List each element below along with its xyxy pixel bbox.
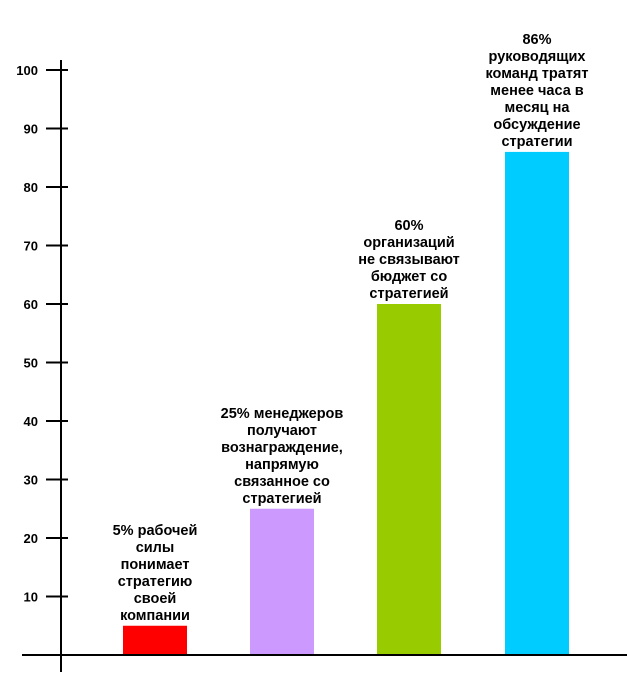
y-tick-label: 60 [24,297,38,312]
y-axis-ticks: 10 20 30 40 50 60 70 80 90 100 [16,63,68,605]
bar-annotation-line: руководящих [489,49,586,65]
bar-annotation-line: стратегию [118,574,193,590]
bar-annotation-line: 60% [394,218,423,234]
bar-annotation-line: 86% [522,32,551,48]
bar-annotation-line: команд тратят [485,66,588,82]
y-tick-label: 90 [24,122,38,137]
bar-annotation-line: компании [120,608,190,624]
bar-annotations: 5% рабочей силы понимает стратегию своей комп… [113,32,589,624]
y-tick-label: 40 [24,414,38,429]
bar-annotation-line: получают [247,423,317,439]
bar-annotation-line: стратегией [369,286,448,302]
bar-annotation-line: организаций [363,235,454,251]
bar [505,151,569,655]
bar-annotation-line: связанное со [234,474,330,490]
bar-annotation-line: не связывают [358,252,460,268]
bar-annotation-line: стратегии [501,134,572,150]
bar-annotation-line: напрямую [245,457,319,473]
bars [123,151,569,655]
bar-annotation-line: 25% менеджеров [221,406,344,422]
y-tick-label: 10 [24,590,38,605]
bar-annotation-line: стратегией [242,491,321,507]
bar-annotation-line: своей [134,591,177,607]
y-tick-label: 50 [24,356,38,371]
bar [377,304,441,655]
bar-annotation-line: понимает [121,557,190,573]
bar-annotation: 25% менеджеров получают вознаграждение, нап… [221,406,344,507]
bar [250,508,314,655]
bar-annotation-line: менее часа в [490,83,584,99]
y-tick-label: 80 [24,180,38,195]
bar-annotation: 60% организаций не связывают бюджет со страт… [358,218,460,302]
bar-annotation: 5% рабочей силы понимает стратегию своей комп… [113,523,198,624]
bar-annotation-line: силы [136,540,175,556]
axes [22,60,627,672]
y-tick-label: 100 [16,63,38,78]
y-tick-label: 70 [24,239,38,254]
y-tick-label: 30 [24,473,38,488]
bar [123,625,187,655]
bar-annotation-line: обсуждение [493,117,580,133]
bar-annotation-line: вознаграждение, [221,440,343,456]
bar-annotation-line: месяц на [505,100,571,116]
bar-annotation-line: бюджет со [371,269,448,285]
y-tick-label: 20 [24,531,38,546]
bar-annotation-line: 5% рабочей [113,523,198,539]
